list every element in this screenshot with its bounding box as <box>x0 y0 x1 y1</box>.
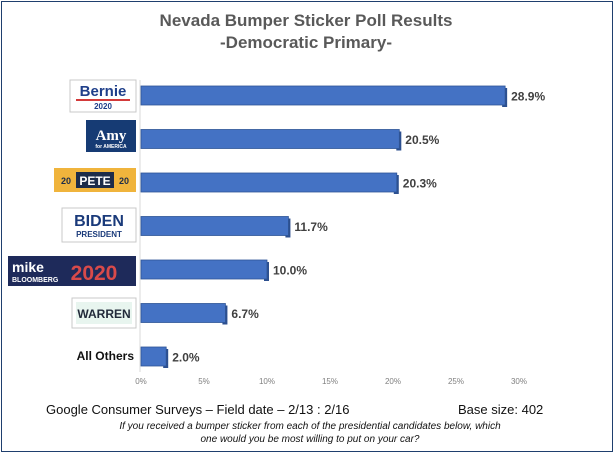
x-tick-30: 30% <box>511 377 527 386</box>
bloomberg-logo-first: mike <box>12 259 44 275</box>
x-tick-25: 25% <box>448 377 464 386</box>
x-tick-15: 15% <box>322 377 338 386</box>
pete-logo-left: 20 <box>61 176 71 186</box>
survey-source: Google Consumer Surveys – Field date – 2… <box>46 402 350 417</box>
x-tick-labels: 0% 5% 10% 15% 20% 25% 30% <box>135 377 527 386</box>
bar-label-biden: 11.7% <box>294 220 328 234</box>
pete-logo: 20 PETE 20 <box>54 168 136 192</box>
biden-logo-name: BIDEN <box>74 213 124 230</box>
bars-group: 28.9% 20.5% 20.3% 11.7% 10.0% 6.7% 2.0% <box>140 85 545 368</box>
bar-warren <box>140 303 226 323</box>
bernie-logo-year: 2020 <box>94 102 112 111</box>
bar-label-all-others: 2.0% <box>172 351 200 365</box>
chart-subtitle: -Democratic Primary- <box>220 33 392 52</box>
warren-logo-name: WARREN <box>77 307 130 321</box>
bar-bernie <box>140 85 506 106</box>
bar-label-bernie: 28.9% <box>511 90 545 104</box>
base-size: Base size: 402 <box>458 402 544 417</box>
x-tick-10: 10% <box>259 377 275 386</box>
bloomberg-logo-last: BLOOMBERG <box>12 277 59 284</box>
survey-question: If you received a bumper sticker from ea… <box>119 421 501 445</box>
bar-label-warren: 6.7% <box>231 307 259 321</box>
amy-logo-tagline: for AMERICA <box>95 144 127 150</box>
bar-label-pete: 20.3% <box>403 177 437 191</box>
biden-logo: BIDEN PRESIDENT <box>61 207 137 243</box>
bar-biden <box>140 216 289 236</box>
bar-amy <box>140 129 400 149</box>
amy-logo: Amy for AMERICA <box>86 120 136 152</box>
bernie-logo-name: Bernie <box>80 83 127 100</box>
bar-all-others <box>140 346 167 367</box>
chart-title: Nevada Bumper Sticker Poll Results <box>159 11 453 30</box>
bar-label-amy: 20.5% <box>405 133 439 147</box>
warren-logo: WARREN <box>71 297 137 329</box>
x-tick-5: 5% <box>198 377 210 386</box>
amy-logo-name: Amy <box>96 128 127 144</box>
pete-logo-name: PETE <box>79 174 110 188</box>
bernie-logo: Bernie 2020 <box>69 79 137 113</box>
biden-logo-sub: PRESIDENT <box>76 230 122 239</box>
bloomberg-logo-year: 2020 <box>71 262 118 285</box>
x-tick-0: 0% <box>135 377 147 386</box>
bar-mike <box>140 259 268 280</box>
x-tick-20: 20% <box>385 377 401 386</box>
bar-pete <box>140 172 398 193</box>
all-others-label: All Others <box>77 349 135 363</box>
bloomberg-logo: mike BLOOMBERG 2020 <box>8 256 136 286</box>
bar-label-mike: 10.0% <box>273 264 307 278</box>
pete-logo-right: 20 <box>119 176 129 186</box>
